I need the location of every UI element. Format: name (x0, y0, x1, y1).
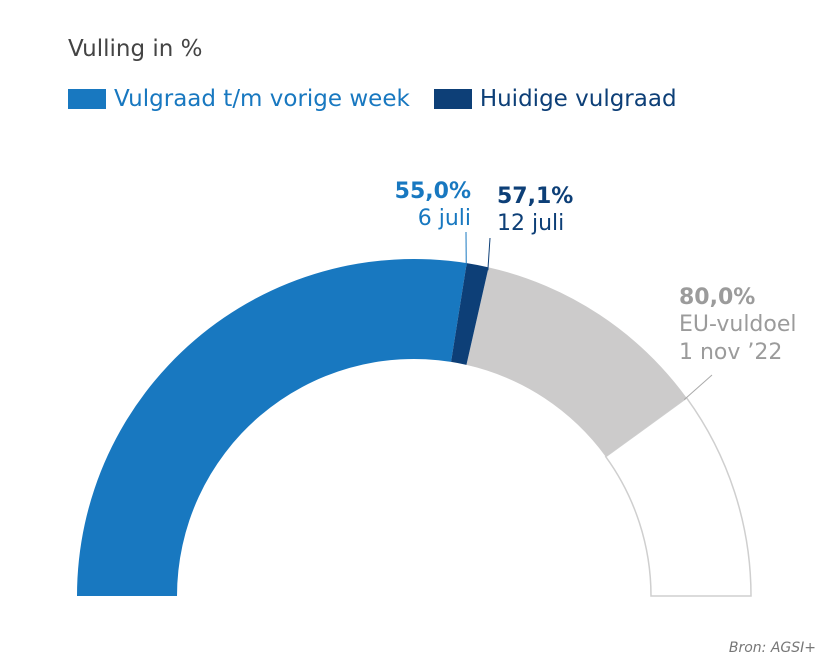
annotation-previous-value: 55,0% (395, 179, 471, 204)
legend-swatch-current (433, 89, 472, 109)
leader-line-target (683, 374, 713, 401)
legend-swatch-previous (68, 89, 106, 109)
legend-label-current: Huidige vulgraad (479, 86, 677, 112)
gauge-arc-previous (77, 259, 467, 596)
legend-item-previous: Vulgraad t/m vorige week (68, 86, 410, 112)
legend-label-previous: Vulgraad t/m vorige week (114, 86, 410, 112)
annotation-target-date: 1 nov ’22 (679, 340, 782, 365)
gauge-arc-current (451, 263, 489, 365)
annotation-current-date: 12 juli (497, 211, 564, 236)
legend: Vulgraad t/m vorige week Huidige vulgraa… (68, 86, 701, 112)
leader-line-current (487, 237, 491, 271)
gauge-arc-remainder (604, 396, 752, 597)
annotation-previous-date: 6 juli (418, 206, 471, 231)
legend-item-current: Huidige vulgraad (433, 86, 677, 112)
annotation-target-value: 80,0% (679, 285, 755, 310)
gauge-arc-target (466, 267, 687, 457)
chart-subtitle: Vulling in % (68, 36, 203, 62)
source-note: Bron: AGSI+ (728, 640, 816, 656)
annotation-current-value: 57,1% (497, 184, 573, 209)
annotation-target-label: EU-vuldoel (679, 312, 797, 337)
